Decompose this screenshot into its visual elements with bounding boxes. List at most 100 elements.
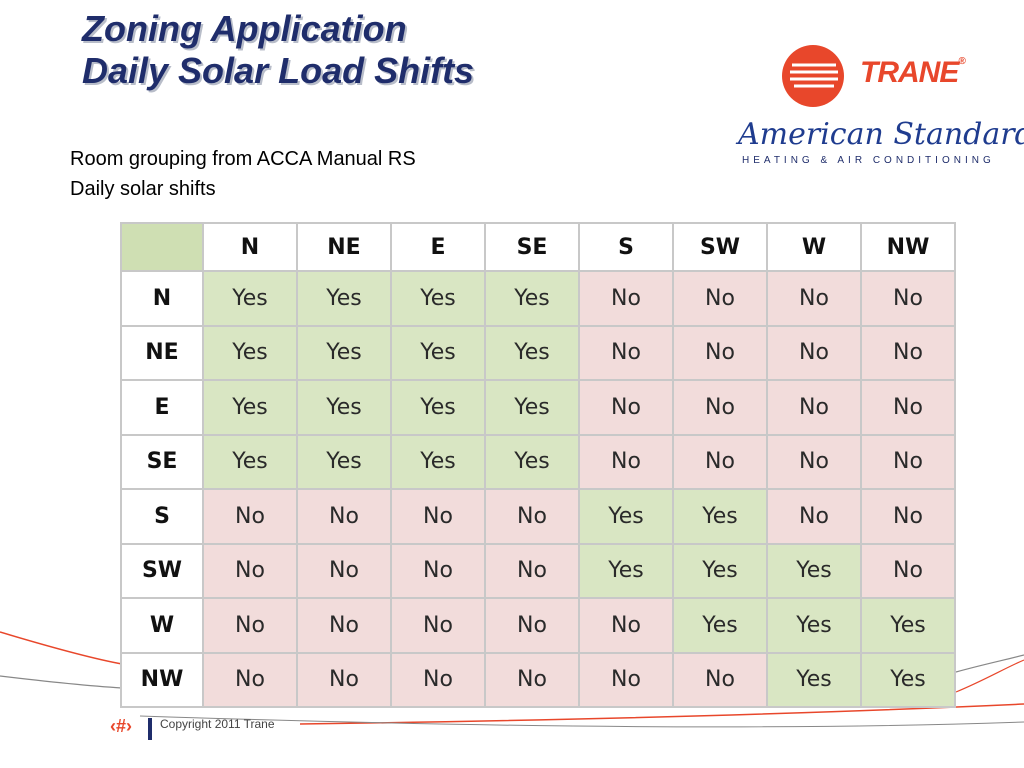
col-header: S	[578, 222, 674, 272]
table-cell: No	[766, 488, 862, 545]
table-row: E Yes Yes Yes Yes No No No No	[120, 379, 956, 436]
slide-title: Zoning Application Daily Solar Load Shif…	[82, 8, 474, 92]
table-cell: No	[484, 597, 580, 654]
table-cell: No	[766, 324, 862, 381]
table-cell: Yes	[672, 597, 768, 654]
table-cell: Yes	[390, 433, 486, 490]
table-cell: Yes	[484, 433, 580, 490]
table-row: S No No No No Yes Yes No No	[120, 488, 956, 545]
table-cell: Yes	[390, 270, 486, 327]
table-cell: Yes	[860, 597, 956, 654]
table-cell: No	[296, 488, 392, 545]
table-cell: No	[202, 542, 298, 599]
table-cell: No	[578, 597, 674, 654]
table-cell: Yes	[296, 324, 392, 381]
table-cell: No	[578, 651, 674, 708]
row-header: SE	[120, 433, 204, 490]
row-header: NE	[120, 324, 204, 381]
table-cell: No	[860, 324, 956, 381]
table-cell: No	[390, 542, 486, 599]
table-cell: No	[672, 379, 768, 436]
body-line-2: Daily solar shifts	[70, 178, 216, 200]
col-header: SW	[672, 222, 768, 272]
table-row: SE Yes Yes Yes Yes No No No No	[120, 433, 956, 490]
table-cell: Yes	[860, 651, 956, 708]
table-cell: No	[296, 651, 392, 708]
table-cell: Yes	[484, 379, 580, 436]
trane-circle-icon	[782, 45, 844, 107]
slide-body-text: Room grouping from ACCA Manual RS Daily …	[70, 144, 416, 204]
table-cell: No	[484, 488, 580, 545]
table-cell: Yes	[390, 379, 486, 436]
table-body: N Yes Yes Yes Yes No No No No NE Yes Yes Yes Yes No No N…	[120, 270, 956, 708]
table-cell: No	[578, 433, 674, 490]
col-header: E	[390, 222, 486, 272]
solar-shift-table: N NE E SE S SW W NW N Yes Yes Yes Yes No No No N…	[120, 222, 956, 708]
table-cell: No	[860, 433, 956, 490]
table-cell: No	[860, 379, 956, 436]
col-header: NW	[860, 222, 956, 272]
copyright-text: Copyright 2011 Trane	[160, 717, 275, 731]
table-cell: Yes	[766, 542, 862, 599]
american-standard-tagline: HEATING & AIR CONDITIONING	[742, 155, 995, 166]
table-cell: No	[766, 270, 862, 327]
table-cell: Yes	[578, 488, 674, 545]
table-cell: Yes	[202, 433, 298, 490]
page-number: ‹#›	[110, 716, 132, 736]
solar-shift-table-image: N NE E SE S SW W NW N Yes Yes Yes Yes No No No N…	[120, 222, 956, 708]
table-corner-cell	[120, 222, 204, 272]
table-cell: No	[766, 433, 862, 490]
table-cell: No	[202, 488, 298, 545]
footer-divider	[148, 718, 152, 740]
table-cell: Yes	[766, 651, 862, 708]
table-row: SW No No No No Yes Yes Yes No	[120, 542, 956, 599]
col-header: SE	[484, 222, 580, 272]
table-cell: No	[202, 651, 298, 708]
table-cell: No	[672, 324, 768, 381]
row-header: S	[120, 488, 204, 545]
body-line-1: Room grouping from ACCA Manual RS	[70, 148, 416, 170]
row-header: NW	[120, 651, 204, 708]
table-cell: Yes	[202, 270, 298, 327]
row-header: SW	[120, 542, 204, 599]
table-cell: No	[672, 433, 768, 490]
row-header: E	[120, 379, 204, 436]
row-header: W	[120, 597, 204, 654]
table-row: W No No No No No Yes Yes Yes	[120, 597, 956, 654]
table-cell: Yes	[296, 433, 392, 490]
col-header: NE	[296, 222, 392, 272]
table-cell: No	[296, 597, 392, 654]
table-row: NW No No No No No No Yes Yes	[120, 651, 956, 708]
american-standard-logo: American Standard HEATING & AIR CONDITIO…	[738, 118, 1024, 170]
table-cell: No	[390, 488, 486, 545]
table-cell: No	[578, 324, 674, 381]
table-cell: Yes	[672, 488, 768, 545]
table-header-row: N NE E SE S SW W NW	[120, 222, 956, 272]
table-cell: No	[860, 270, 956, 327]
slide-title-line-1: Zoning Application	[82, 8, 407, 49]
table-cell: No	[484, 651, 580, 708]
table-cell: No	[766, 379, 862, 436]
trane-logo: TRANE®	[780, 43, 970, 109]
table-cell: No	[672, 270, 768, 327]
table-cell: Yes	[578, 542, 674, 599]
slide-title-line-2: Daily Solar Load Shifts	[82, 50, 475, 91]
table-row: N Yes Yes Yes Yes No No No No	[120, 270, 956, 327]
table-cell: No	[390, 651, 486, 708]
col-header: W	[766, 222, 862, 272]
table-cell: No	[202, 597, 298, 654]
table-cell: No	[390, 597, 486, 654]
table-row: NE Yes Yes Yes Yes No No No No	[120, 324, 956, 381]
trane-wordmark: TRANE®	[860, 56, 966, 89]
table-cell: Yes	[202, 324, 298, 381]
table-cell: No	[672, 651, 768, 708]
table-cell: Yes	[390, 324, 486, 381]
col-header: N	[202, 222, 298, 272]
table-cell: Yes	[672, 542, 768, 599]
row-header: N	[120, 270, 204, 327]
table-cell: No	[296, 542, 392, 599]
table-cell: No	[860, 542, 956, 599]
table-cell: Yes	[484, 270, 580, 327]
table-cell: No	[578, 379, 674, 436]
table-cell: Yes	[484, 324, 580, 381]
